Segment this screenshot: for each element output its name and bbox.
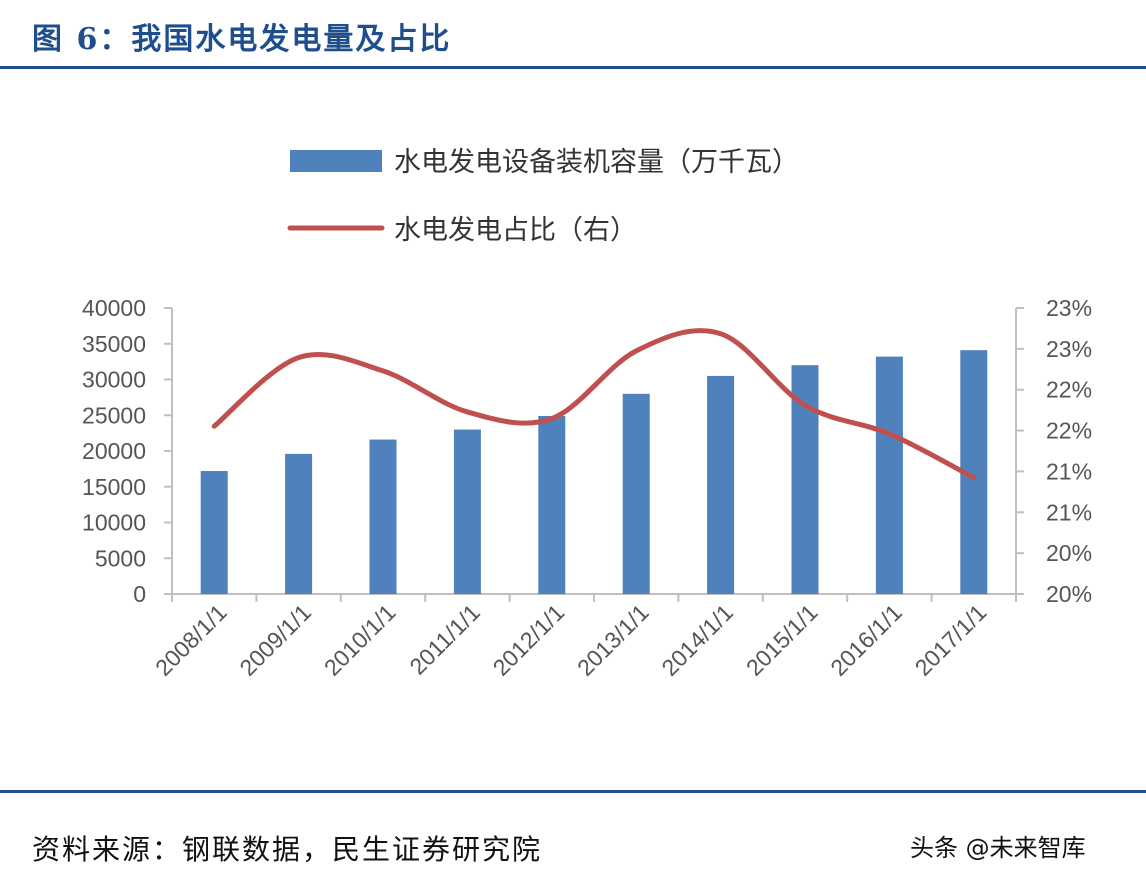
x-tick-label: 2017/1/1	[910, 599, 992, 681]
left-tick-label: 5000	[95, 545, 146, 571]
legend-bar-swatch	[290, 150, 382, 172]
x-tick-label: 2011/1/1	[404, 599, 484, 679]
line-series	[211, 328, 977, 481]
x-tick-label: 2016/1/1	[825, 599, 907, 681]
bar-2012/1/1	[538, 415, 566, 594]
bar-2016/1/1	[875, 356, 903, 594]
x-axis-ticks: 2008/1/1 2009/1/1 2010/1/1 2011/1/1 2012/1/1…	[150, 594, 1017, 681]
left-tick-label: 35000	[82, 331, 146, 357]
left-tick-label: 15000	[82, 474, 146, 500]
chart-svg: 水电发电设备装机容量（万千瓦） 水电发电占比（右） 0 5000 10000 1500…	[82, 147, 1092, 681]
right-tick-label: 23%	[1046, 295, 1092, 321]
right-tick-label: 21%	[1046, 499, 1092, 525]
right-tick-label: 20%	[1046, 540, 1092, 566]
bar-2011/1/1	[453, 429, 481, 594]
x-tick-label: 2009/1/1	[234, 599, 316, 681]
watermark: 头条 @未来智库	[910, 834, 1086, 862]
right-tick-label: 22%	[1046, 377, 1092, 403]
bar-2010/1/1	[369, 439, 397, 594]
x-tick-label: 2010/1/1	[319, 599, 401, 681]
right-tick-label: 23%	[1046, 336, 1092, 362]
bar-2009/1/1	[285, 453, 313, 594]
left-tick-label: 25000	[82, 402, 146, 428]
share-line	[211, 328, 977, 481]
right-axis-ticks: 20% 20% 21% 21% 22% 22% 23% 23%	[1016, 295, 1092, 607]
legend-bar-label: 水电发电设备装机容量（万千瓦）	[394, 147, 799, 178]
right-tick-label: 21%	[1046, 458, 1092, 484]
bar-series	[200, 350, 988, 594]
source-note: 资料来源：钢联数据，民生证券研究院	[32, 833, 543, 866]
x-tick-label: 2008/1/1	[150, 599, 232, 681]
x-tick-label: 2012/1/1	[488, 599, 570, 681]
left-tick-label: 10000	[82, 510, 146, 536]
top-divider	[0, 66, 1146, 69]
x-tick-label: 2014/1/1	[656, 599, 738, 681]
legend-line-label: 水电发电占比（右）	[394, 215, 637, 246]
left-tick-label: 40000	[82, 295, 146, 321]
left-tick-label: 30000	[82, 367, 146, 393]
x-tick-label: 2013/1/1	[572, 599, 654, 681]
left-tick-label: 0	[133, 581, 146, 607]
right-tick-label: 20%	[1046, 581, 1092, 607]
bar-2008/1/1	[200, 471, 228, 594]
right-tick-label: 22%	[1046, 418, 1092, 444]
bottom-divider	[0, 790, 1146, 793]
left-axis-ticks: 0 5000 10000 15000 20000 25000 30000 35000 40000	[82, 295, 172, 607]
bar-2014/1/1	[707, 375, 735, 594]
left-tick-label: 20000	[82, 438, 146, 464]
x-tick-label: 2015/1/1	[741, 599, 823, 681]
bar-2013/1/1	[622, 393, 650, 594]
chart-title: 图 6：我国水电发电量及占比	[32, 22, 452, 57]
